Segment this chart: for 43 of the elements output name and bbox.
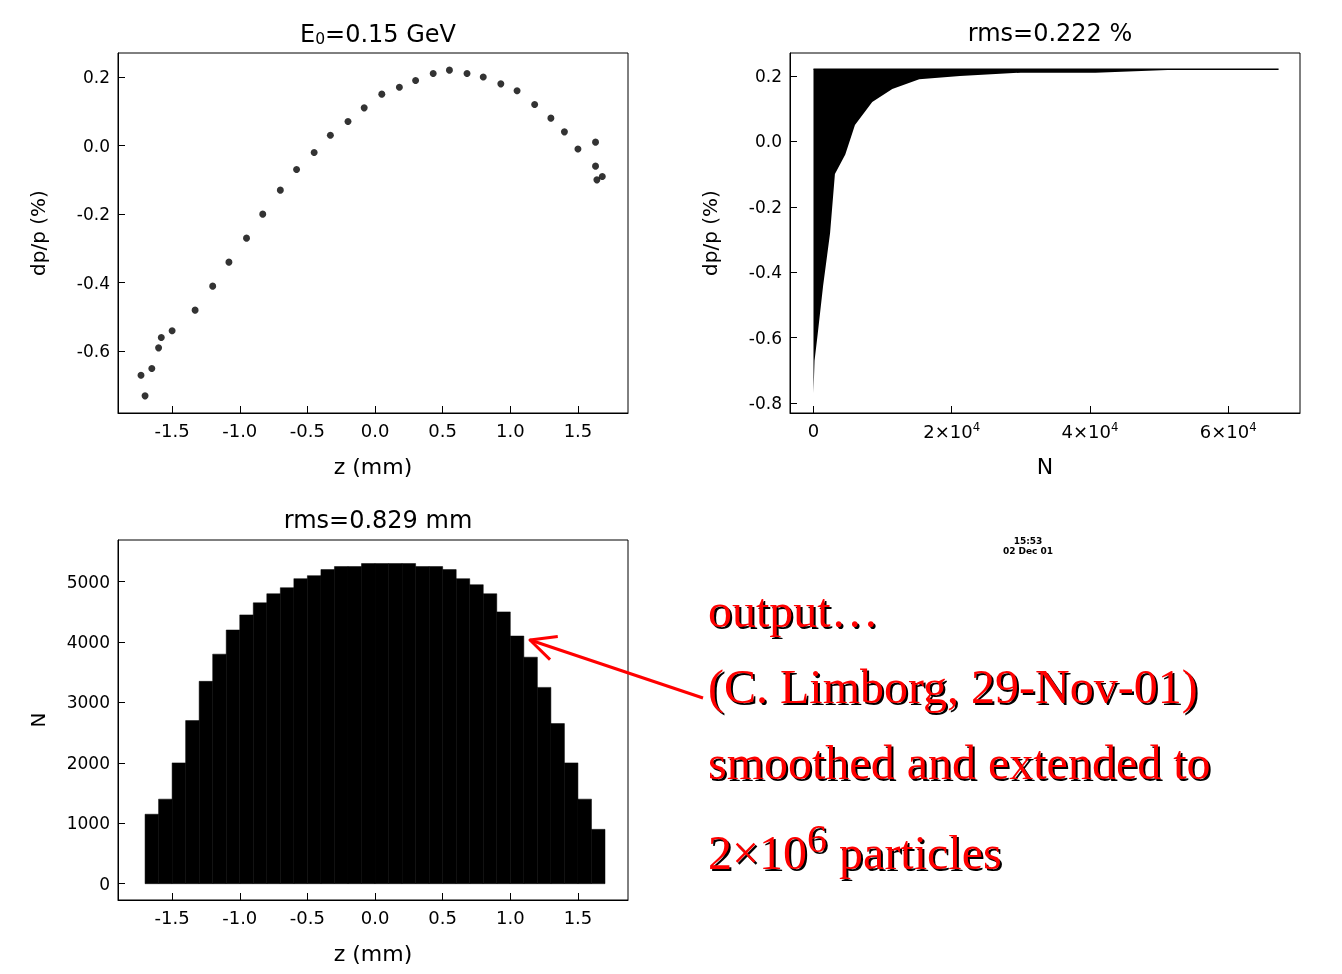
y-tick-label: 5000 xyxy=(66,571,110,592)
y-tick-label: 4000 xyxy=(66,632,110,653)
x-tick-label: 1.5 xyxy=(563,419,593,441)
y-tick-label: -0.6 xyxy=(76,341,110,362)
x-tick-label: -1.0 xyxy=(222,906,258,928)
x-tick-label: -0.5 xyxy=(289,906,325,928)
y-tick-label: -0.2 xyxy=(76,204,110,225)
x-axis-title: z (mm) xyxy=(333,453,413,479)
text: output… (C. Limborg, 29-Nov-01) smoothed and extended to 2×10$^{6}$ particles xyxy=(708,583,1212,881)
y-axis-title: dp/p (%) xyxy=(698,190,722,276)
y-tick-label: 0.0 xyxy=(754,131,782,152)
chart-title: E0=0.15 GeV xyxy=(299,19,457,48)
chart-title: rms=0.829 mm xyxy=(283,506,473,534)
y-tick-label: 2000 xyxy=(66,752,110,773)
x-axis-title: N xyxy=(1036,453,1054,479)
y-tick-label: 0.2 xyxy=(82,67,110,87)
y-tick-label: 0.0 xyxy=(82,135,110,156)
x-tick-label: 0.0 xyxy=(360,419,390,441)
y-tick-label: 0.2 xyxy=(754,65,782,86)
x-tick-label: 1.0 xyxy=(495,419,525,441)
text: 15:53 02 Dec 01 xyxy=(1001,536,1055,556)
chart-title: rms=0.222 % xyxy=(967,19,1133,47)
y-tick-label: 1000 xyxy=(66,813,110,834)
y-tick-label: -0.8 xyxy=(748,393,782,414)
x-axis-title: z (mm) xyxy=(333,940,413,966)
x-tick-label: 1.5 xyxy=(563,906,593,928)
x-tick-label: -1.0 xyxy=(222,419,258,441)
x-tick-label: -1.5 xyxy=(154,906,190,928)
x-tick-label: 0.5 xyxy=(428,419,457,441)
y-tick-label: -0.6 xyxy=(748,327,782,348)
x-tick-label: 0.0 xyxy=(360,906,390,928)
y-tick-label: -0.2 xyxy=(748,196,782,217)
x-tick-label: 0 xyxy=(807,419,820,441)
y-axis-title: N xyxy=(26,712,50,728)
y-tick-label: 3000 xyxy=(66,692,110,713)
x-tick-label: -1.5 xyxy=(154,419,190,441)
y-tick-label: 0 xyxy=(99,873,110,894)
x-tick-label: 1.0 xyxy=(495,906,525,928)
x-tick-label: 0.5 xyxy=(428,906,457,928)
x-tick-label: -0.5 xyxy=(289,419,325,441)
y-axis-title: dp/p (%) xyxy=(26,190,50,276)
y-tick-label: -0.4 xyxy=(748,262,782,283)
y-tick-label: -0.4 xyxy=(76,272,110,293)
